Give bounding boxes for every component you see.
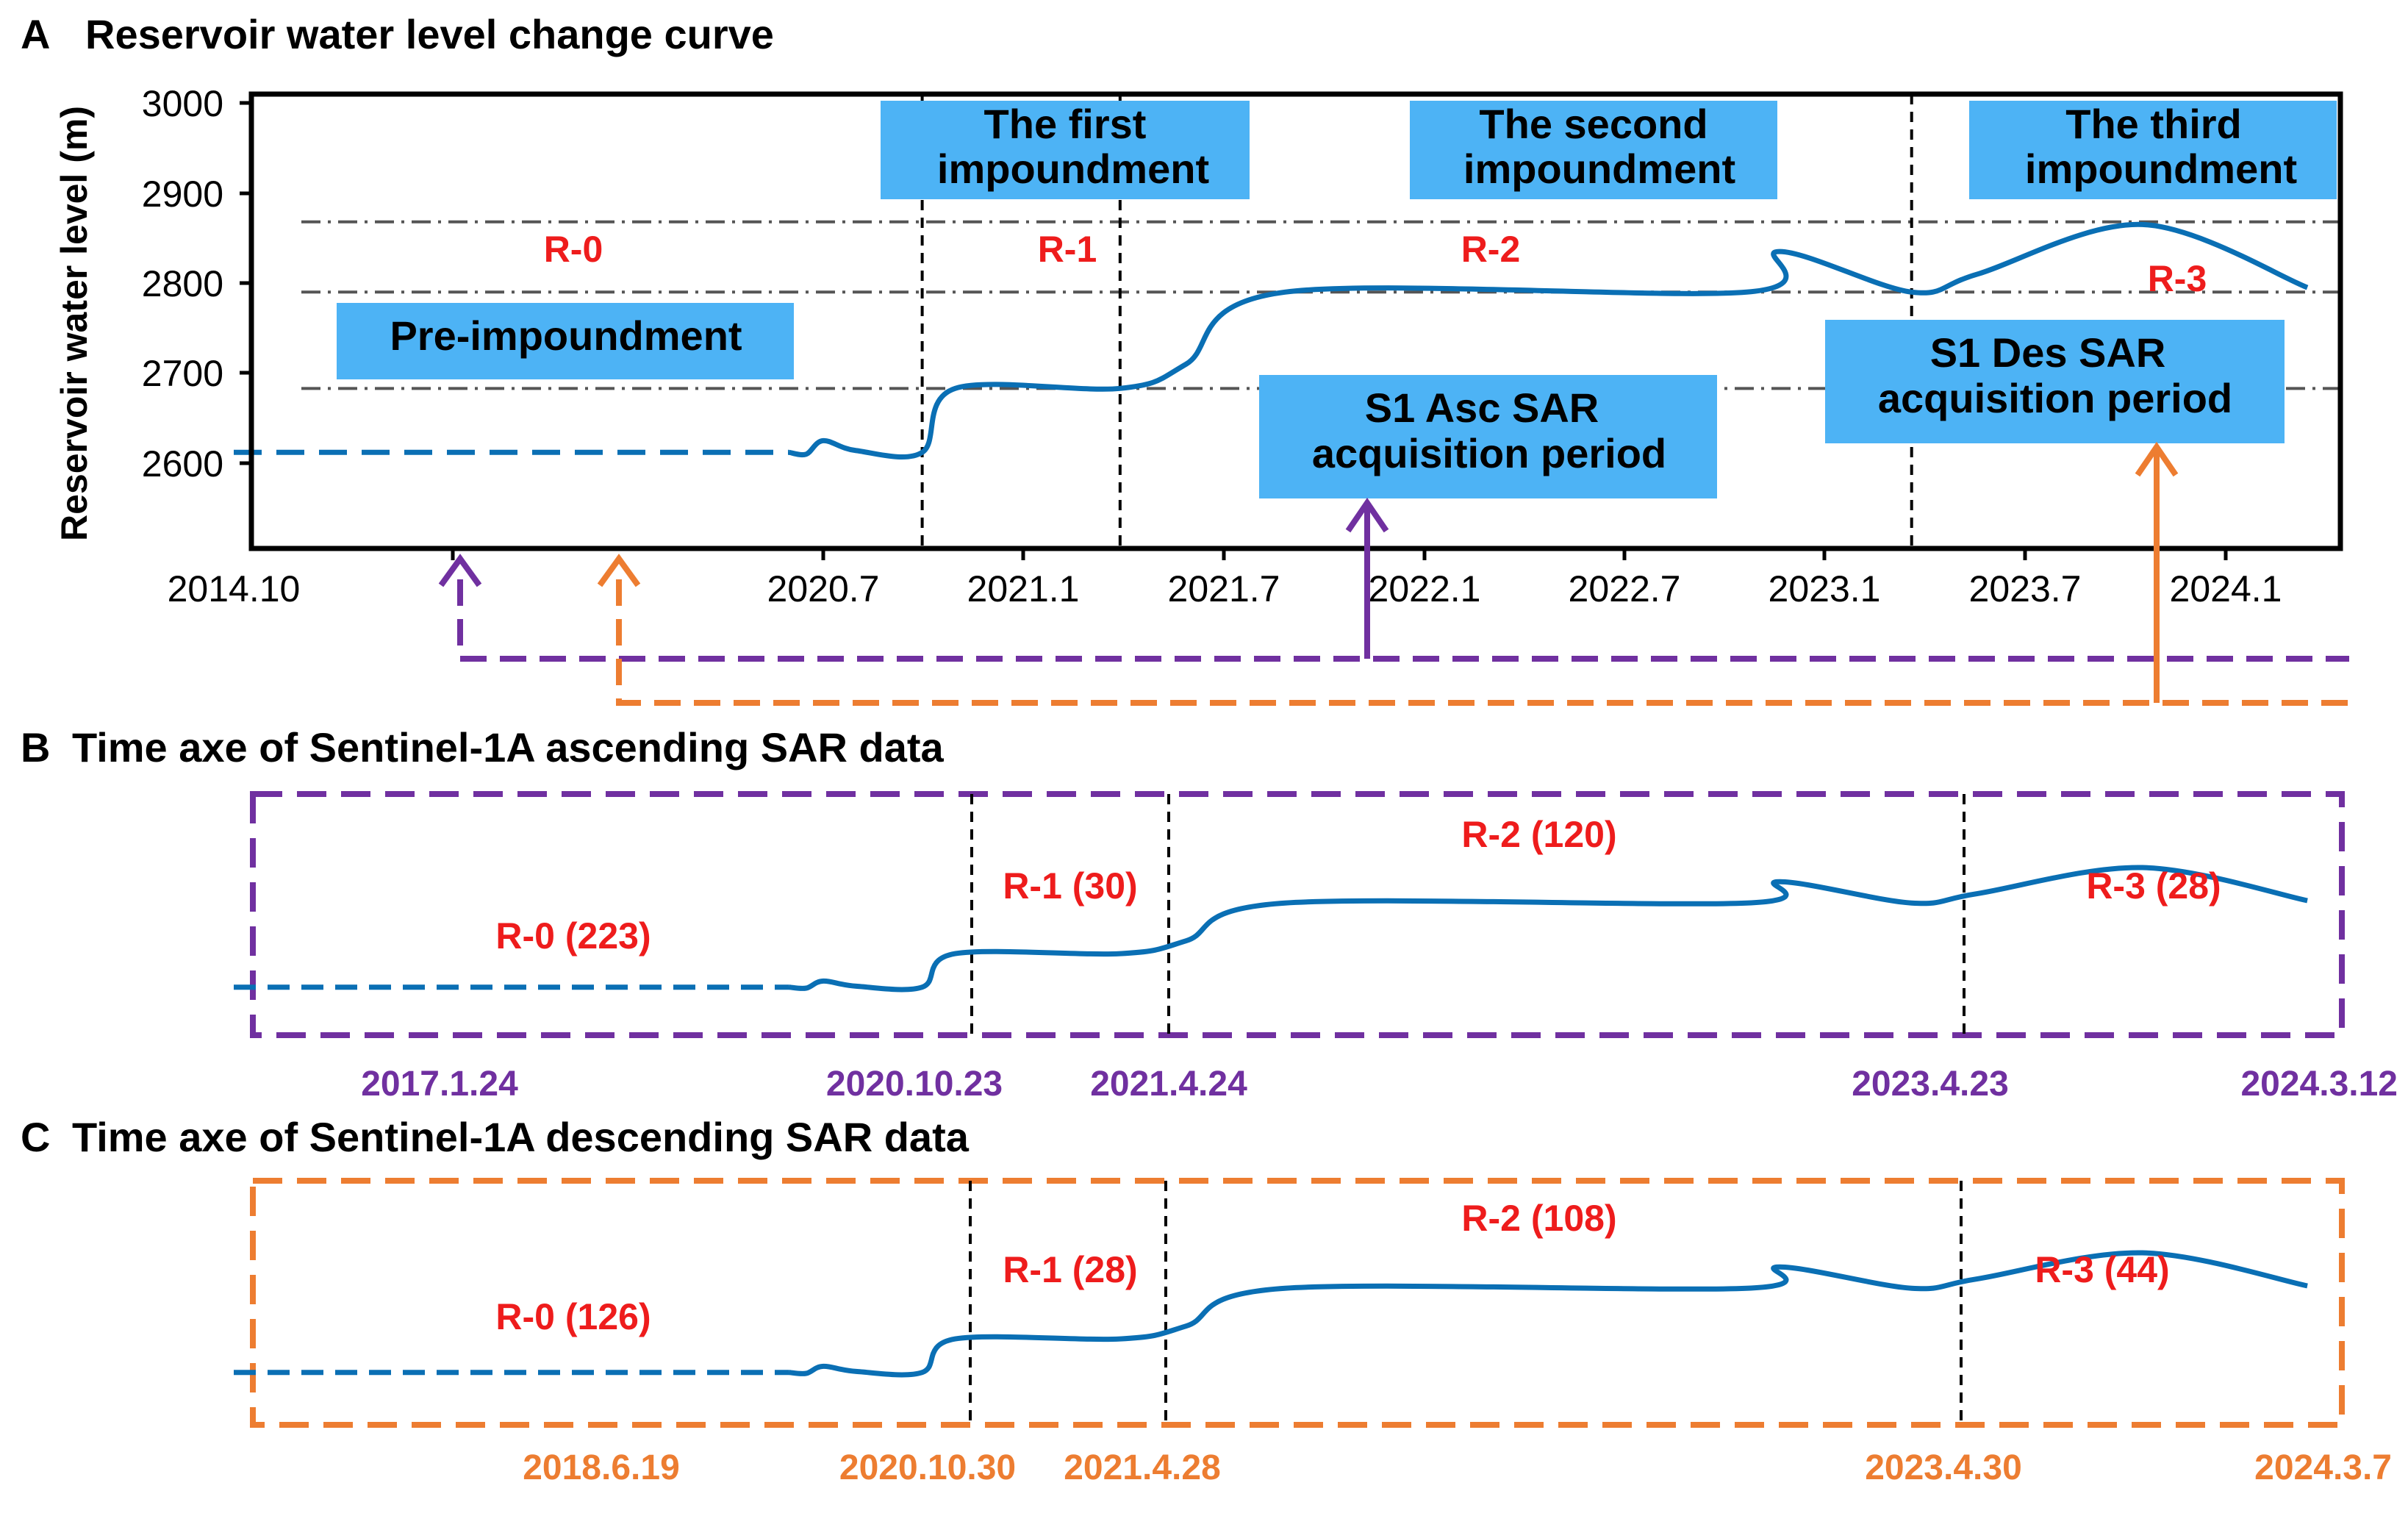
des-date: 2021.4.28: [1064, 1448, 1221, 1487]
second-impoundment-box: [1410, 101, 1777, 199]
asc-connector: [438, 497, 2349, 662]
y-tick-label-2900: 2900: [142, 174, 223, 215]
panel-c-title: Time axe of Sentinel-1A descending SAR d…: [72, 1114, 970, 1160]
phase-label-r0: R-0: [544, 229, 603, 270]
asc-dashed-connector: [457, 579, 2349, 662]
x-tick-label: 2022.1: [1369, 568, 1481, 609]
des-arrow-head: [2135, 441, 2179, 477]
panel-b-letter: B: [21, 724, 50, 770]
des-date: 2020.10.30: [839, 1448, 1016, 1487]
des-frame: [250, 1178, 2345, 1428]
des-date: 2023.4.30: [1865, 1448, 2022, 1487]
plot-frame: [248, 91, 2343, 551]
panel-a: A Reservoir water level change curve The…: [21, 11, 2349, 706]
des-phase-r2: R-2 (108): [1461, 1198, 1616, 1239]
asc-phase-r3: R-3 (28): [2086, 865, 2221, 907]
y-tick-label-2700: 2700: [142, 353, 223, 394]
x-tick-label: 2023.1: [1769, 568, 1881, 609]
first-impoundment-box: [881, 101, 1250, 199]
asc-frame: [250, 791, 2345, 1038]
y-tick-label-2600: 2600: [142, 443, 223, 485]
y-axis-label: Reservoir water level (m): [54, 106, 95, 541]
phase-label-r1: R-1: [1038, 229, 1097, 270]
x-tick-label: 2014.10: [168, 568, 301, 609]
pre-impoundment-box: [337, 303, 794, 379]
des-phase-r1: R-1 (28): [1003, 1249, 1137, 1290]
second-impoundment-line1: The second: [1479, 101, 1708, 147]
panel-c: C Time axe of Sentinel-1A descending SAR…: [21, 1114, 2392, 1487]
third-impoundment-box: [1969, 101, 2337, 199]
des-acquisition-line2: acquisition period: [1878, 375, 2232, 421]
asc-acquisition-line1: S1 Asc SAR: [1365, 385, 1599, 431]
third-impoundment-line2: impoundment: [2025, 146, 2297, 192]
third-impoundment-line1: The third: [2065, 101, 2242, 147]
asc-date: 2021.4.24: [1090, 1065, 1247, 1104]
des-date: 2018.6.19: [523, 1448, 680, 1487]
x-tick-label: 2023.7: [1969, 568, 2082, 609]
panel-a-letter: A: [21, 11, 50, 57]
asc-arrow-head: [1345, 497, 1389, 533]
asc-curve: [789, 865, 2308, 993]
asc-phase-r1: R-1 (30): [1003, 865, 1137, 907]
x-tick-label: 2020.7: [767, 568, 880, 609]
y-tick-label-3000: 3000: [142, 83, 223, 124]
asc-date: 2024.3.12: [2240, 1065, 2398, 1104]
x-axis: 2014.10 2020.7 2021.1 2021.7 2022.1 2022…: [168, 548, 2282, 609]
panel-b-title: Time axe of Sentinel-1A ascending SAR da…: [72, 724, 945, 770]
second-impoundment-line2: impoundment: [1463, 146, 1735, 192]
y-axis: 3000 2900 2800 2700 2600: [142, 83, 251, 485]
des-acquisition-box: [1825, 320, 2285, 443]
asc-acquisition-box: [1259, 375, 1717, 498]
asc-phase-r0: R-0 (223): [495, 915, 651, 957]
des-curve: [789, 1250, 2308, 1378]
pre-impoundment-label: Pre-impoundment: [390, 312, 742, 359]
panel-b: B Time axe of Sentinel-1A ascending SAR …: [21, 724, 2398, 1104]
panel-a-title: Reservoir water level change curve: [85, 11, 774, 57]
des-acquisition-line1: S1 Des SAR: [1930, 329, 2166, 376]
des-dashed-connector: [616, 579, 2349, 706]
water-level-line: [788, 221, 2309, 460]
phase-label-r3: R-3: [2148, 258, 2207, 299]
asc-date: 2020.10.23: [826, 1065, 1003, 1104]
first-impoundment-line2: impoundment: [937, 146, 1209, 192]
des-connector: [597, 441, 2349, 706]
asc-date: 2017.1.24: [361, 1065, 518, 1104]
asc-phase-r2: R-2 (120): [1461, 814, 1616, 855]
des-phase-r0: R-0 (126): [495, 1296, 651, 1337]
phase-label-r2: R-2: [1461, 229, 1521, 270]
asc-date: 2023.4.23: [1852, 1065, 2009, 1104]
x-tick-label: 2021.7: [1168, 568, 1280, 609]
x-tick-label: 2022.7: [1569, 568, 1681, 609]
des-date: 2024.3.7: [2254, 1448, 2392, 1487]
first-impoundment-line1: The first: [984, 101, 1147, 147]
x-tick-label: 2021.1: [967, 568, 1080, 609]
x-tick-label: 2024.1: [2170, 568, 2282, 609]
des-start-arrow-head: [597, 554, 641, 587]
asc-acquisition-line2: acquisition period: [1312, 430, 1666, 476]
des-phase-r3: R-3 (44): [2035, 1249, 2169, 1290]
asc-start-arrow-head: [438, 554, 482, 587]
y-tick-label-2800: 2800: [142, 263, 223, 304]
panel-c-letter: C: [21, 1114, 50, 1160]
